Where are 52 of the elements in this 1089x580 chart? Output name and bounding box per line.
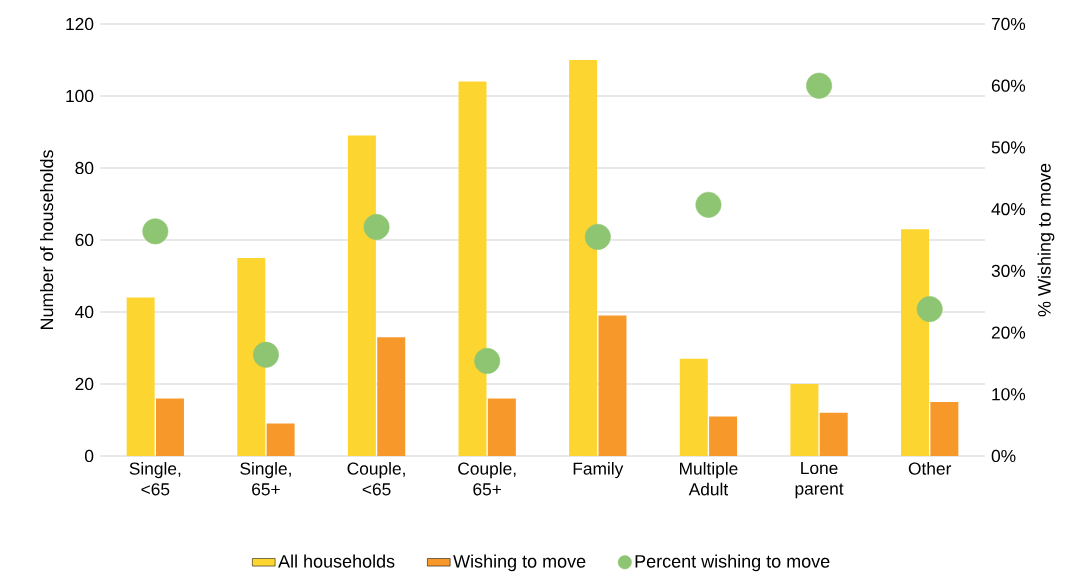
bar: [679, 358, 708, 456]
point: [584, 223, 611, 250]
bar: [126, 297, 155, 456]
y2-tick-label: 40%: [991, 203, 1026, 216]
x-tick-label: Couple, 65+: [458, 462, 516, 496]
point: [806, 72, 832, 99]
bar: [458, 81, 487, 456]
x-tick-label: Couple, <65: [347, 462, 405, 496]
bar: [901, 229, 930, 456]
bar: [487, 398, 516, 456]
legend-label: All households: [278, 554, 395, 568]
x-tick-label: Family: [573, 462, 624, 479]
x-tick-label: Lone parent: [795, 462, 844, 499]
x-tick-label: Other: [908, 462, 952, 475]
legend-label: Wishing to move: [453, 554, 586, 572]
point: [363, 214, 390, 240]
bar: [237, 257, 266, 456]
point: [142, 218, 169, 245]
x-tick-label: Single, 65+: [240, 462, 291, 496]
y2-tick-label: 70%: [991, 17, 1026, 31]
y-tick-label: 80: [75, 161, 94, 175]
point: [253, 341, 279, 368]
bar: [598, 315, 627, 456]
x-tick-label: Single, <65: [129, 462, 181, 496]
y2-tick-label: 50%: [991, 141, 1026, 154]
bar: [790, 383, 819, 456]
y2-axis-title: % Wishing to move: [1037, 163, 1055, 317]
y-tick-label: 0: [84, 449, 94, 463]
point: [474, 348, 501, 374]
y-tick-label: 120: [66, 17, 94, 31]
y-tick-label: 60: [75, 233, 94, 247]
bar: [709, 416, 738, 456]
point: [695, 191, 722, 218]
y2-tick-label: 60%: [991, 79, 1026, 92]
bar: [155, 398, 184, 456]
bar: [266, 423, 295, 456]
bar: [930, 401, 959, 456]
bar: [347, 135, 376, 456]
legend-label: Percent wishing to move: [635, 554, 830, 572]
y2-tick-label: 20%: [991, 326, 1026, 339]
y2-tick-label: 10%: [992, 388, 1026, 401]
bar: [819, 412, 848, 456]
bar: [569, 59, 598, 456]
point: [916, 296, 943, 323]
y2-tick-label: 30%: [991, 264, 1026, 277]
y-tick-label: 20: [75, 377, 94, 391]
bar: [377, 337, 406, 456]
y-axis-title: Number of households: [40, 150, 54, 330]
y-tick-label: 40: [75, 305, 94, 319]
y-tick-label: 100: [66, 89, 94, 103]
x-tick-label: Multiple Adult: [680, 462, 738, 496]
y2-tick-label: 0%: [991, 449, 1016, 463]
